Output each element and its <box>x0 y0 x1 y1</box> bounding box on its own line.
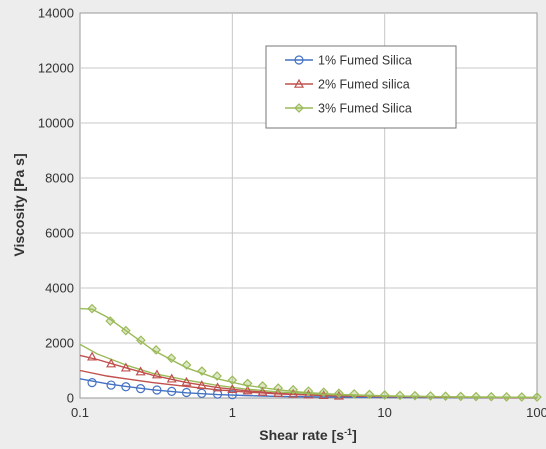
x-tick-label: 100 <box>526 405 546 420</box>
legend-marker <box>293 78 305 88</box>
data-point-series-2 <box>166 373 177 383</box>
data-point-series-2 <box>120 362 131 372</box>
data-point-series-3 <box>334 388 344 399</box>
data-point-series-3 <box>303 386 314 396</box>
data-point-series-2 <box>273 387 284 397</box>
data-point-series-3 <box>273 383 284 393</box>
legend-label: 3% Fumed Silica <box>318 102 412 116</box>
data-point-series-1 <box>167 386 177 396</box>
legend-label: 2% Fumed silica <box>318 78 410 92</box>
y-tick-label: 10000 <box>38 116 74 131</box>
x-tick-label: 1 <box>229 405 236 420</box>
data-point-series-3 <box>379 390 390 400</box>
series-markers <box>87 303 542 402</box>
data-point-series-1 <box>121 382 131 392</box>
data-point-series-2 <box>196 380 207 390</box>
data-point-series-2 <box>227 383 238 393</box>
data-point-series-3 <box>288 384 299 395</box>
data-point-series-2 <box>135 366 146 376</box>
data-point-series-2 <box>242 385 253 395</box>
data-point-series-2 <box>303 389 314 399</box>
legend-items: 1% Fumed Silica 2% Fumed silica 3% Fumed S… <box>285 54 412 116</box>
data-point-series-3 <box>181 360 192 370</box>
y-tick-label: 8000 <box>45 171 74 186</box>
data-point-series-3 <box>197 366 207 376</box>
data-point-series-3 <box>364 389 375 400</box>
data-point-series-3 <box>318 387 329 398</box>
data-point-series-2 <box>288 388 299 398</box>
data-point-series-3 <box>121 325 131 336</box>
data-point-series-2 <box>257 386 268 396</box>
series-line-1 <box>79 378 538 399</box>
data-point-series-3 <box>455 391 466 402</box>
data-point-series-3 <box>349 389 360 399</box>
x-tick-label: 0.1 <box>71 405 89 420</box>
data-point-series-2 <box>181 376 192 386</box>
y-axis-label: Viscosity [Pa s] <box>11 153 27 256</box>
data-point-series-3 <box>136 335 146 346</box>
data-point-series-1 <box>197 388 207 398</box>
data-point-series-1 <box>227 390 237 400</box>
x-tick-labels: 0.1 1 10 100 <box>71 405 546 420</box>
data-point-series-3 <box>440 391 451 402</box>
legend-label: 1% Fumed Silica <box>318 54 412 68</box>
data-point-series-3 <box>516 392 527 402</box>
data-point-series-3 <box>410 390 420 401</box>
y-tick-label: 6000 <box>45 226 74 241</box>
data-point-series-1 <box>181 387 192 398</box>
data-point-series-3 <box>471 391 481 402</box>
data-point-series-1 <box>136 384 146 394</box>
data-point-series-3 <box>105 316 116 326</box>
data-point-series-3 <box>257 381 268 391</box>
data-point-series-3 <box>166 353 177 363</box>
x-tick-label: 10 <box>377 405 391 420</box>
y-tick-label: 0 <box>67 391 74 406</box>
data-point-series-1 <box>152 385 162 395</box>
data-point-series-3 <box>227 375 238 385</box>
x-axis-label-end: ] <box>352 427 357 443</box>
data-point-series-2 <box>106 358 117 368</box>
data-point-series-2 <box>212 382 223 392</box>
y-tick-label: 4000 <box>45 281 74 296</box>
legend: 1% Fumed Silica 2% Fumed silica 3% Fumed S… <box>265 45 457 129</box>
y-tick-label: 2000 <box>45 336 74 351</box>
data-point-series-3 <box>242 378 253 389</box>
data-point-series-3 <box>395 390 405 401</box>
data-point-series-3 <box>87 303 97 314</box>
data-point-series-3 <box>212 371 222 381</box>
x-axis-label: Shear rate [s-1] <box>259 427 357 443</box>
data-point-series-1 <box>87 378 97 388</box>
x-axis-label-sup: -1 <box>344 427 352 437</box>
data-point-series-3 <box>532 392 542 402</box>
y-tick-label: 12000 <box>38 61 74 76</box>
data-point-series-1 <box>106 380 116 390</box>
x-axis-label-main: Shear rate [s <box>259 427 344 443</box>
data-point-series-2 <box>87 351 98 361</box>
y-tick-labels: 0 2000 4000 6000 8000 10000 12000 14000 <box>38 6 74 406</box>
data-point-series-3 <box>151 345 161 355</box>
data-point-series-3 <box>425 391 436 401</box>
data-point-series-3 <box>486 391 497 402</box>
data-point-series-3 <box>501 391 512 402</box>
y-tick-label: 14000 <box>38 6 74 21</box>
legend-marker <box>294 55 304 65</box>
legend-marker <box>294 103 304 113</box>
data-point-series-2 <box>151 369 162 379</box>
